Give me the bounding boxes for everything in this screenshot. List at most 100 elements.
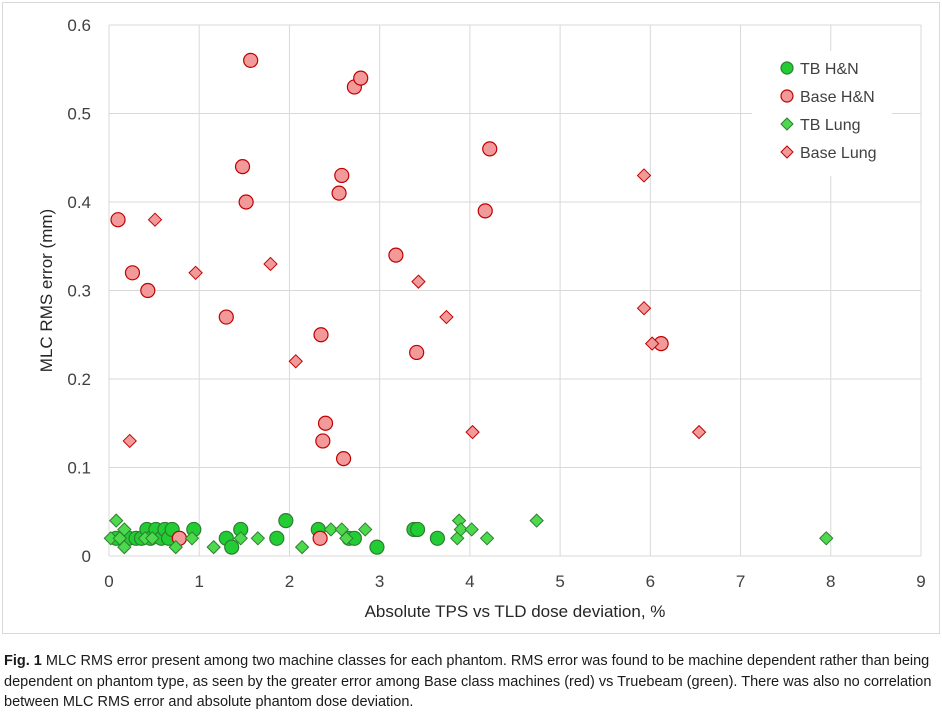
legend-label: TB Lung bbox=[800, 117, 860, 134]
data-points bbox=[103, 52, 834, 555]
data-point bbox=[369, 539, 385, 555]
legend-marker bbox=[780, 145, 794, 159]
data-point bbox=[124, 265, 141, 281]
series-3 bbox=[103, 513, 834, 555]
x-tick-label: 0 bbox=[104, 572, 113, 591]
data-point bbox=[168, 539, 183, 555]
data-point bbox=[263, 256, 278, 272]
x-tick-label: 6 bbox=[646, 572, 655, 591]
y-tick-label: 0 bbox=[82, 547, 91, 566]
chart-frame bbox=[2, 2, 940, 634]
x-tick-label: 5 bbox=[555, 572, 564, 591]
x-tick-label: 2 bbox=[285, 572, 294, 591]
y-tick-label: 0.3 bbox=[67, 282, 91, 301]
data-point bbox=[353, 70, 369, 86]
data-point bbox=[453, 522, 469, 537]
legend-item: Base Lung bbox=[780, 145, 877, 162]
data-point bbox=[145, 531, 160, 546]
figure-caption: Fig. 1 MLC RMS error present among two m… bbox=[4, 651, 934, 713]
legend-marker bbox=[780, 117, 794, 131]
data-point bbox=[477, 203, 493, 219]
data-point bbox=[636, 168, 652, 183]
legend-label: Base H&N bbox=[800, 89, 875, 106]
data-point bbox=[288, 354, 303, 369]
data-point bbox=[218, 309, 234, 325]
data-point bbox=[464, 522, 479, 537]
series-4 bbox=[122, 168, 707, 449]
data-point bbox=[334, 167, 350, 184]
x-tick-label: 8 bbox=[826, 572, 835, 591]
y-tick-label: 0.2 bbox=[67, 370, 91, 389]
x-tick-label: 9 bbox=[916, 572, 925, 591]
chart-legend: TB H&N Base H&N TB Lung Base Lung bbox=[752, 51, 892, 176]
y-tick-label: 0.6 bbox=[67, 16, 91, 35]
data-point bbox=[233, 531, 248, 546]
data-point bbox=[110, 212, 126, 228]
legend-marker bbox=[780, 89, 794, 103]
y-tick-label: 0.5 bbox=[67, 105, 91, 124]
legend-label: TB H&N bbox=[800, 61, 859, 78]
data-point bbox=[109, 513, 124, 528]
data-point bbox=[315, 433, 331, 449]
legend-item: TB Lung bbox=[780, 117, 860, 134]
data-point bbox=[312, 530, 328, 546]
data-point bbox=[243, 52, 259, 69]
data-point bbox=[188, 265, 203, 281]
data-point bbox=[278, 512, 294, 529]
legend-box bbox=[752, 51, 892, 176]
x-tick-label: 4 bbox=[465, 572, 474, 591]
legend-item: Base H&N bbox=[780, 89, 875, 106]
data-point bbox=[122, 433, 137, 449]
caption-label: Fig. 1 bbox=[4, 653, 42, 669]
data-point bbox=[224, 539, 240, 555]
data-point bbox=[339, 531, 354, 546]
data-point bbox=[313, 327, 329, 343]
data-point bbox=[206, 539, 221, 555]
data-point bbox=[317, 415, 334, 431]
data-point bbox=[482, 141, 498, 157]
data-point bbox=[238, 194, 254, 210]
caption-text: MLC RMS error present among two machine … bbox=[4, 653, 932, 710]
series-1 bbox=[108, 512, 446, 555]
data-point bbox=[331, 185, 347, 201]
gridlines bbox=[108, 24, 922, 557]
data-point bbox=[147, 212, 163, 227]
data-point bbox=[411, 274, 426, 289]
data-point bbox=[250, 531, 266, 546]
y-tick-label: 0.1 bbox=[67, 459, 91, 478]
y-axis-title: MLC RMS error (mm) bbox=[37, 209, 56, 372]
data-point bbox=[465, 424, 480, 440]
data-point bbox=[335, 451, 352, 467]
data-point bbox=[479, 531, 495, 546]
data-point bbox=[409, 344, 425, 361]
x-tick-label: 7 bbox=[736, 572, 745, 591]
tick-labels: 0 1 2 3 4 5 6 7 8 9 0 0.1 0.2 0.3 0.4 0.5 0.6 bbox=[67, 16, 925, 591]
data-point bbox=[294, 539, 310, 555]
data-point bbox=[117, 522, 132, 537]
data-point bbox=[429, 530, 446, 546]
legend-label: Base Lung bbox=[800, 145, 877, 162]
data-point bbox=[269, 530, 285, 546]
data-point bbox=[691, 424, 707, 440]
x-tick-label: 3 bbox=[375, 572, 384, 591]
data-point bbox=[644, 336, 660, 351]
data-point bbox=[234, 159, 251, 175]
data-point bbox=[117, 539, 132, 555]
data-point bbox=[819, 531, 834, 546]
data-point bbox=[358, 522, 373, 537]
y-tick-label: 0.4 bbox=[67, 193, 91, 212]
scatter-chart: 0 1 2 3 4 5 6 7 8 9 0 0.1 0.2 0.3 0.4 0.5 0.6 Absolute T… bbox=[37, 16, 926, 621]
data-point bbox=[529, 513, 544, 528]
data-point bbox=[323, 522, 339, 537]
legend-marker bbox=[780, 61, 794, 75]
x-tick-label: 1 bbox=[194, 572, 203, 591]
data-point bbox=[439, 309, 454, 325]
data-point bbox=[184, 531, 200, 546]
series-2 bbox=[110, 52, 669, 546]
data-point bbox=[388, 247, 404, 263]
data-point bbox=[636, 300, 652, 316]
scatter-figure: 0 1 2 3 4 5 6 7 8 9 0 0.1 0.2 0.3 0.4 0.5 0.6 Absolute T… bbox=[2, 2, 940, 634]
data-point bbox=[140, 282, 156, 299]
data-point bbox=[409, 521, 426, 538]
legend-item: TB H&N bbox=[780, 61, 859, 78]
